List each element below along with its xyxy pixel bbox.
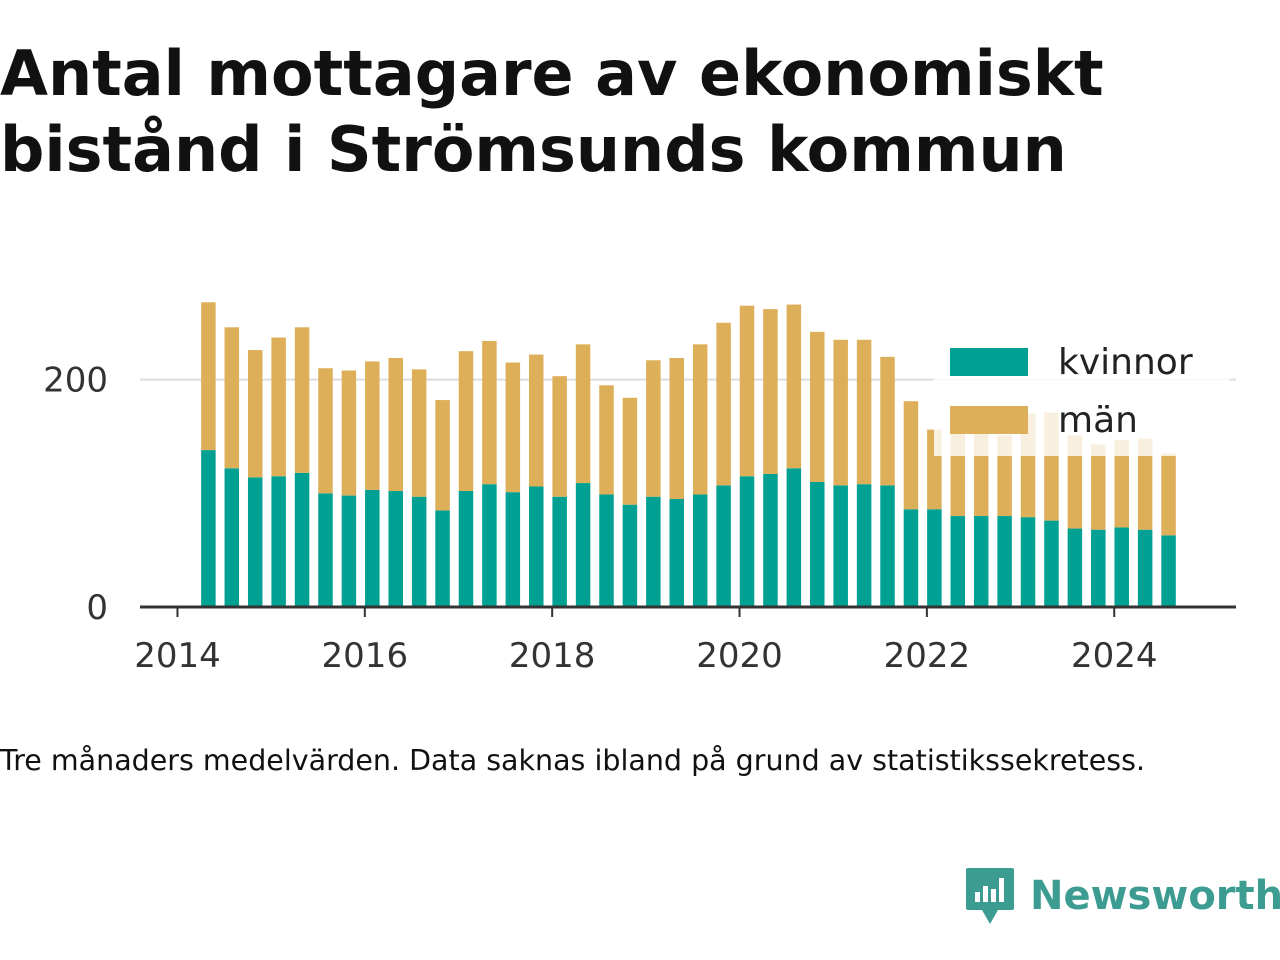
bar-kvinnor bbox=[810, 481, 825, 607]
bar-kvinnor bbox=[927, 509, 942, 607]
bar-kvinnor bbox=[458, 491, 474, 607]
bar-kvinnor bbox=[224, 468, 240, 607]
bar-kvinnor bbox=[646, 496, 661, 607]
bar-kvinnor bbox=[950, 516, 966, 607]
bar-man bbox=[763, 309, 778, 474]
bar-man bbox=[552, 376, 567, 497]
bar-man bbox=[365, 361, 380, 490]
bar-kvinnor bbox=[435, 510, 450, 607]
newsworthy-logo-icon bbox=[966, 868, 1014, 924]
bar-kvinnor bbox=[1137, 529, 1153, 607]
bar-man bbox=[505, 362, 521, 493]
bar-kvinnor bbox=[1020, 517, 1036, 607]
bar-man bbox=[1114, 439, 1129, 528]
legend-label: kvinnor bbox=[1058, 342, 1193, 383]
bar-kvinnor bbox=[692, 494, 708, 607]
bar-man bbox=[271, 337, 286, 477]
bar-kvinnor bbox=[599, 494, 614, 607]
chart-note: Tre månaders medelvärden. Data saknas ib… bbox=[0, 744, 1146, 777]
bar-kvinnor bbox=[1161, 535, 1176, 607]
bar-man bbox=[341, 370, 357, 496]
bar-man bbox=[903, 401, 919, 510]
bar-man bbox=[482, 340, 497, 485]
bar-man bbox=[529, 354, 544, 487]
newsworthy-brand: Newsworthy bbox=[964, 864, 1280, 928]
bar-kvinnor bbox=[1067, 528, 1083, 607]
bar-man bbox=[435, 400, 450, 511]
bar-kvinnor bbox=[388, 491, 403, 607]
bar-kvinnor bbox=[763, 473, 778, 607]
bar-man bbox=[739, 305, 755, 477]
bar-kvinnor bbox=[739, 476, 755, 607]
legend-swatch bbox=[950, 406, 1028, 434]
x-tick-label: 2020 bbox=[696, 636, 783, 676]
x-tick-label: 2024 bbox=[1071, 636, 1158, 676]
x-tick-label: 2016 bbox=[322, 636, 409, 676]
bar-man bbox=[1091, 444, 1106, 530]
bar-man bbox=[201, 302, 216, 451]
bar-kvinnor bbox=[201, 450, 216, 607]
bar-kvinnor bbox=[716, 485, 731, 607]
bar-man bbox=[294, 327, 310, 473]
bar-man bbox=[599, 385, 614, 495]
bar-kvinnor bbox=[856, 484, 872, 607]
bar-man bbox=[318, 368, 333, 494]
bar-man bbox=[833, 339, 848, 486]
x-tick-label: 2018 bbox=[509, 636, 596, 676]
bar-man bbox=[247, 350, 263, 478]
bar-kvinnor bbox=[1091, 529, 1106, 607]
bar-man bbox=[622, 397, 638, 505]
bar-man bbox=[786, 304, 802, 469]
y-tick-label: 200 bbox=[43, 361, 108, 401]
bar-kvinnor bbox=[622, 504, 638, 607]
bar-kvinnor bbox=[973, 516, 989, 607]
brand-name: Newsworthy bbox=[1030, 873, 1280, 919]
bar-man bbox=[1161, 453, 1176, 536]
bar-kvinnor bbox=[271, 476, 286, 607]
legend-swatch bbox=[950, 348, 1028, 376]
bar-man bbox=[388, 357, 403, 492]
bar-man bbox=[646, 360, 661, 497]
bar-kvinnor bbox=[903, 509, 919, 607]
bar-man bbox=[575, 344, 591, 484]
bar-man bbox=[716, 322, 731, 486]
bar-man bbox=[1067, 435, 1083, 529]
y-tick-label: 0 bbox=[86, 588, 108, 628]
bar-man bbox=[669, 357, 685, 499]
bar-man bbox=[880, 356, 895, 486]
axes: 0 200 2014 2016 2018 2020 2022 2024 bbox=[43, 361, 1236, 676]
bar-kvinnor bbox=[575, 483, 591, 607]
bar-kvinnor bbox=[1114, 527, 1129, 607]
bar-man bbox=[1137, 438, 1153, 530]
bar-man bbox=[458, 351, 474, 492]
bar-kvinnor bbox=[529, 486, 544, 607]
bar-kvinnor bbox=[294, 472, 310, 607]
bar-man bbox=[856, 339, 872, 485]
bar-kvinnor bbox=[833, 485, 848, 607]
x-tick-label: 2022 bbox=[884, 636, 971, 676]
bar-kvinnor bbox=[411, 496, 427, 607]
bar-kvinnor bbox=[318, 493, 333, 607]
bar-kvinnor bbox=[669, 498, 685, 607]
bar-man bbox=[224, 327, 240, 469]
bar-kvinnor bbox=[552, 496, 567, 607]
bar-kvinnor bbox=[505, 492, 521, 607]
bar-kvinnor bbox=[247, 477, 263, 607]
bar-kvinnor bbox=[1044, 520, 1059, 607]
stacked-bar-chart: 0 200 2014 2016 2018 2020 2022 2024 kvinnor män bbox=[43, 302, 1236, 676]
chart-title: Antal mottagare av ekonomiskt bistånd i … bbox=[0, 37, 1104, 186]
bar-kvinnor bbox=[365, 489, 380, 607]
bar-kvinnor bbox=[997, 516, 1012, 607]
legend-label: män bbox=[1058, 400, 1138, 441]
bar-man bbox=[411, 369, 427, 497]
legend: kvinnor män bbox=[934, 340, 1230, 456]
x-tick-label: 2014 bbox=[134, 636, 221, 676]
bar-kvinnor bbox=[786, 468, 802, 607]
bar-kvinnor bbox=[341, 495, 357, 607]
bar-man bbox=[692, 344, 708, 495]
bar-kvinnor bbox=[482, 484, 497, 607]
bar-man bbox=[810, 331, 825, 482]
bar-kvinnor bbox=[880, 485, 895, 607]
